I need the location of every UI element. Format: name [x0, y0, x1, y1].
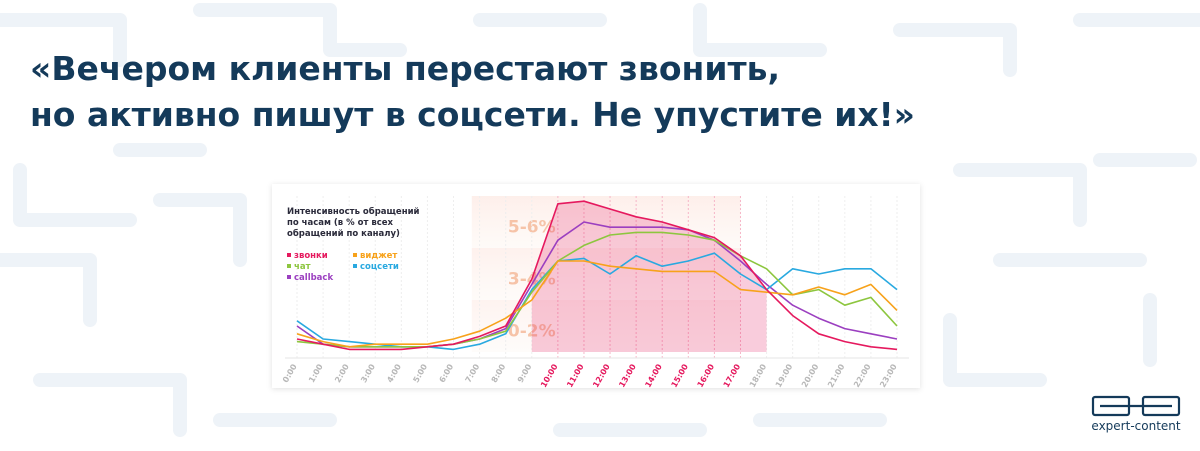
headline: но активно пишут в соцсети. Не упустите … — [30, 95, 915, 134]
band-label: 5-6% — [508, 217, 556, 237]
background-pattern — [0, 3, 1200, 437]
chart: 5-6%3-4%0-2%0:00 1:00 2:00 3:00 4:00 5:00 6:00… — [281, 196, 909, 389]
headline: «Вечером клиенты перестают звонить, — [30, 49, 780, 88]
band — [471, 196, 741, 248]
legend-swatch — [287, 253, 291, 257]
chart-title: обращений по каналу) — [287, 228, 400, 239]
chart-title: Интенсивность обращений — [287, 206, 420, 217]
legend-label: соцсети — [360, 262, 399, 272]
legend-label: виджет — [360, 251, 397, 261]
logo — [1091, 395, 1181, 417]
brand: expert-content — [1091, 419, 1180, 433]
legend-label: callback — [294, 273, 333, 283]
legend-swatch — [287, 275, 291, 279]
legend-swatch — [287, 264, 291, 268]
legend-swatch — [353, 253, 357, 257]
legend-swatch — [353, 264, 357, 268]
legend-label: чат — [294, 262, 311, 272]
legend-label: звонки — [294, 251, 328, 261]
band-label: 0-2% — [508, 321, 556, 341]
band — [471, 248, 741, 300]
series-line — [296, 260, 898, 348]
chart-title: по часам (в % от всех — [287, 218, 394, 228]
series-line — [296, 200, 898, 351]
